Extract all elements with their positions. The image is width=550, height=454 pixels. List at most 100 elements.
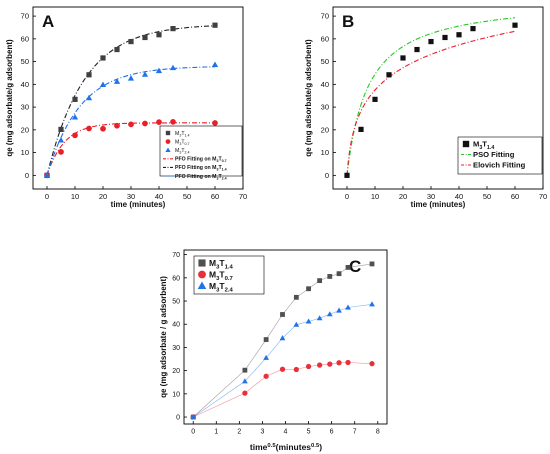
- data-point: [43, 172, 51, 178]
- legend-label: M3T1.4: [209, 258, 233, 270]
- data-point: [369, 301, 375, 307]
- x-tick-label: 8: [376, 429, 380, 436]
- y-axis-label: qe (mg adsorbate/g adsorbent): [5, 39, 14, 157]
- data-point: [372, 96, 378, 102]
- plot-frame: [32, 6, 244, 190]
- data-point: [212, 22, 218, 28]
- data-point: [100, 55, 106, 61]
- x-tick-label: 0: [345, 192, 349, 201]
- x-tick-label: 10: [371, 192, 379, 201]
- data-series: [43, 61, 219, 178]
- legend: M3T1.4 M3T0.7 M3T2.4 PFO Fitting on M3T0.7 P…: [159, 125, 243, 180]
- data-point: [71, 114, 79, 120]
- y-tick-label: 70: [21, 12, 29, 21]
- y-tick-label: 60: [172, 275, 180, 282]
- data-point: [141, 71, 149, 77]
- y-tick-label: 40: [172, 322, 180, 329]
- data-point: [190, 414, 197, 420]
- legend-label: PSO Fitting: [473, 150, 515, 159]
- data-series: [190, 359, 375, 420]
- data-point: [414, 46, 420, 53]
- data-point: [336, 271, 342, 277]
- data-point: [170, 119, 176, 125]
- legend-label: Elovich Fitting: [473, 161, 526, 170]
- legend-label: M3T0.7: [209, 269, 233, 281]
- data-point: [142, 34, 148, 41]
- data-point: [369, 361, 375, 367]
- x-tick-label: 20: [399, 192, 407, 201]
- series-line: [193, 304, 373, 418]
- y-tick-label: 60: [21, 34, 29, 43]
- legend-label: M3T1.4: [473, 140, 494, 151]
- x-tick-label: 50: [183, 192, 191, 201]
- legend-marker: [462, 140, 470, 148]
- x-tick-label: 2: [237, 429, 241, 436]
- panel-label: B: [342, 12, 354, 31]
- y-tick-label: 70: [172, 252, 180, 259]
- data-point: [128, 38, 134, 45]
- chart-panel-c: 0 1 2 3 4 5 6 7 8 0 10 20 30 40 50 60 70 time0.5(minutes0…: [159, 249, 388, 452]
- data-point: [263, 354, 270, 360]
- x-tick-label: 40: [155, 192, 163, 201]
- data-point: [114, 46, 120, 53]
- data-point: [316, 315, 323, 321]
- x-tick-label: 10: [71, 192, 79, 201]
- data-point: [327, 274, 333, 279]
- data-point: [128, 121, 134, 128]
- data-point: [326, 311, 333, 317]
- data-point: [345, 265, 351, 270]
- x-tick-label: 30: [127, 192, 135, 201]
- data-point: [317, 278, 323, 284]
- x-tick-label: 30: [427, 192, 435, 201]
- data-point: [114, 122, 120, 129]
- y-tick-label: 40: [321, 80, 329, 89]
- data-point: [279, 366, 286, 372]
- legend-label: M3T2.4: [209, 281, 233, 293]
- y-tick-label: 20: [321, 125, 329, 134]
- data-point: [358, 126, 364, 132]
- x-tick-label: 0: [191, 429, 195, 436]
- legend-marker: [165, 139, 171, 145]
- data-point: [72, 132, 78, 139]
- fit-curve: [46, 66, 215, 176]
- x-tick-label: 50: [483, 192, 491, 201]
- x-axis-label: time (minutes): [411, 200, 466, 209]
- data-point: [293, 366, 299, 373]
- chart-panel-b: 0 10 20 30 40 50 60 70 0 10 20 30 40 50 60 70 time (minu…: [304, 6, 547, 209]
- data-point: [456, 32, 462, 38]
- y-tick-label: 0: [176, 414, 180, 421]
- x-tick-label: 1: [214, 429, 218, 436]
- legend-marker: [165, 147, 171, 153]
- x-tick-label: 6: [330, 429, 334, 436]
- x-tick-label: 70: [239, 192, 247, 201]
- x-tick-label: 3: [260, 429, 264, 436]
- data-point: [142, 120, 148, 127]
- data-point: [156, 32, 162, 38]
- data-point: [58, 149, 64, 155]
- data-point: [263, 373, 269, 379]
- panel-label: A: [42, 12, 54, 31]
- data-point: [345, 359, 351, 366]
- y-tick-label: 0: [325, 171, 329, 180]
- x-axis-label: time (minutes): [111, 200, 166, 209]
- data-point: [279, 335, 286, 341]
- x-tick-label: 60: [511, 192, 519, 201]
- data-point: [127, 75, 135, 81]
- data-point: [169, 64, 177, 71]
- data-point: [86, 125, 92, 132]
- data-point: [305, 318, 312, 324]
- y-tick-label: 70: [321, 12, 329, 21]
- data-point: [86, 72, 92, 78]
- y-tick-label: 20: [21, 125, 29, 134]
- y-tick-label: 50: [21, 57, 29, 66]
- data-point: [386, 72, 392, 78]
- data-point: [155, 67, 163, 74]
- legend-marker: [197, 281, 207, 290]
- data-point: [85, 94, 93, 101]
- y-tick-label: 10: [21, 148, 29, 157]
- data-point: [428, 38, 434, 45]
- x-tick-label: 7: [353, 429, 357, 436]
- legend-marker: [198, 270, 206, 279]
